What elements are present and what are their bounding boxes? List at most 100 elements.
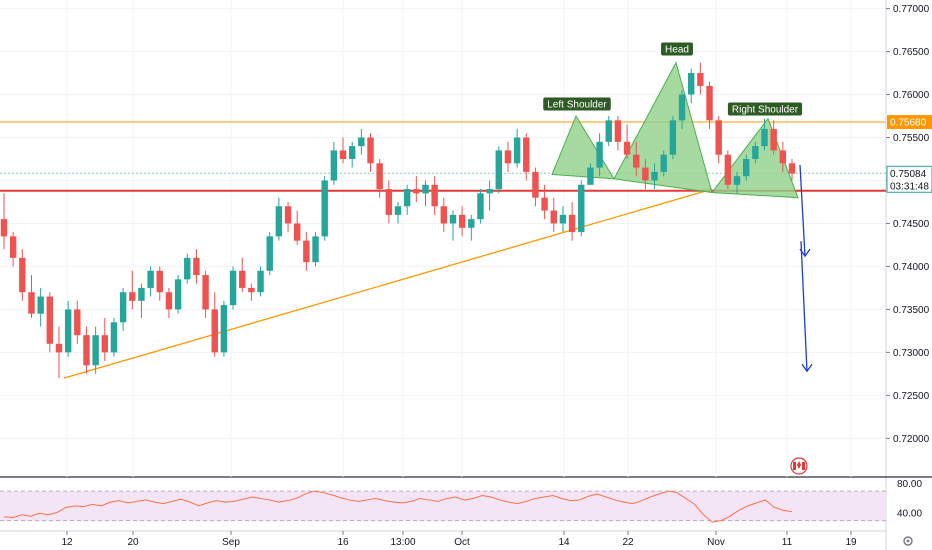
last-price-tag: 0.75084 03:31:48 (886, 165, 932, 193)
grid-layer (0, 0, 886, 477)
candle-body (312, 236, 319, 263)
candle-body (742, 159, 750, 177)
y-tick-label: 0.72000 (893, 434, 930, 445)
price-axis-panel (886, 0, 932, 550)
candle-body (669, 120, 677, 155)
candle-body (403, 189, 411, 207)
candle-body (678, 94, 686, 121)
candle-body (202, 275, 209, 310)
x-tick-label: 22 (622, 537, 634, 548)
rsi-tick-label: 80.00 (897, 479, 922, 490)
candle-body (9, 236, 17, 258)
x-tick-label: 11 (782, 537, 793, 548)
resistance-tag-bg (887, 115, 932, 130)
candle-body (559, 214, 567, 224)
left-shoulder-label-bg (543, 97, 611, 111)
candle-body (193, 257, 200, 276)
candle-body (422, 184, 429, 194)
projection-segment (799, 164, 806, 257)
candle-body (19, 257, 26, 293)
last-price-tag-text: 0.75084 (890, 169, 927, 180)
x-tick-label: 16 (337, 537, 349, 548)
candle-body (477, 193, 484, 220)
candle-body (449, 214, 457, 224)
candle-body (431, 184, 438, 207)
rsi-line (3, 490, 793, 523)
candle-body (156, 270, 163, 293)
candle-body (64, 309, 72, 353)
candle-body (468, 219, 475, 228)
candle-body (248, 287, 255, 293)
x-tick-label: 20 (127, 537, 139, 548)
candle-body (266, 236, 273, 271)
candle-body (513, 137, 521, 164)
candle-body (367, 137, 374, 164)
y-tick-label: 0.76000 (893, 90, 930, 101)
candle-body (394, 206, 402, 215)
candle-body (614, 120, 622, 142)
projection-arrow[interactable] (799, 164, 813, 373)
resistance-tag-text: 0.75680 (890, 118, 927, 129)
time-axis-ticks: 12 20 Sep 16 13:00 Oct 14 22 Nov 11 19 (61, 531, 857, 548)
candle-body (458, 214, 466, 228)
last-price-tag-bg (886, 165, 932, 193)
candle-body (239, 270, 246, 288)
candle-body (229, 270, 237, 306)
candle-body (220, 305, 228, 353)
left-shoulder-label-text: Left Shoulder (547, 100, 607, 111)
y-tick-label: 0.75500 (893, 133, 930, 144)
right-shoulder-label-bg (727, 102, 803, 116)
candles (0, 62, 796, 379)
price-axis-ticks: 0.770000.765000.760000.755000.750000.745… (886, 4, 930, 445)
candle-body (284, 206, 292, 224)
candle-body (385, 189, 393, 215)
candle-body (413, 189, 420, 194)
head-label: Head (661, 42, 693, 56)
candle-body (623, 141, 631, 155)
right-shoulder-label-text: Right Shoulder (732, 105, 799, 116)
candle-body (330, 150, 338, 181)
candle-body (0, 219, 8, 237)
candle-body (110, 322, 118, 353)
candle-body (706, 85, 713, 121)
candle-body (752, 146, 759, 159)
candle-body (294, 223, 301, 241)
x-tick-label: 12 (61, 537, 73, 548)
candle-body (376, 163, 383, 190)
candle-body (55, 343, 63, 353)
candle-body (37, 296, 44, 314)
candle-body (257, 270, 264, 293)
x-tick-label: Nov (707, 537, 725, 548)
candle-body (165, 292, 173, 310)
x-tick-label: Oct (454, 537, 470, 548)
chart-background (0, 0, 886, 478)
candle-body (715, 120, 722, 155)
candle-body (633, 154, 640, 168)
candle-body (541, 197, 548, 211)
candle-body (697, 73, 704, 86)
canada-flag-icon[interactable] (790, 457, 808, 475)
candle-body (587, 167, 594, 185)
settings-gear-icon[interactable] (903, 536, 913, 546)
candle-body (788, 163, 796, 174)
projection-arrowhead (801, 363, 813, 373)
candle-body (761, 128, 768, 147)
candle-body (348, 146, 356, 159)
y-tick-label: 0.77000 (893, 4, 930, 15)
candle-body (101, 335, 108, 353)
y-tick-label: 0.76500 (893, 47, 930, 58)
candle-body (724, 154, 732, 185)
candle-body (605, 120, 612, 142)
candle-body (568, 214, 576, 233)
y-tick-label: 0.73000 (893, 348, 930, 359)
candle-body (119, 292, 127, 323)
candle-body (339, 150, 347, 159)
projection-segment (800, 241, 808, 372)
candle-body (660, 154, 667, 172)
head-label-text: Head (665, 45, 689, 56)
candle-body (92, 335, 99, 366)
candle-body (28, 292, 35, 314)
y-tick-label: 0.73500 (893, 305, 930, 316)
ascending-trendline[interactable] (63, 188, 713, 379)
